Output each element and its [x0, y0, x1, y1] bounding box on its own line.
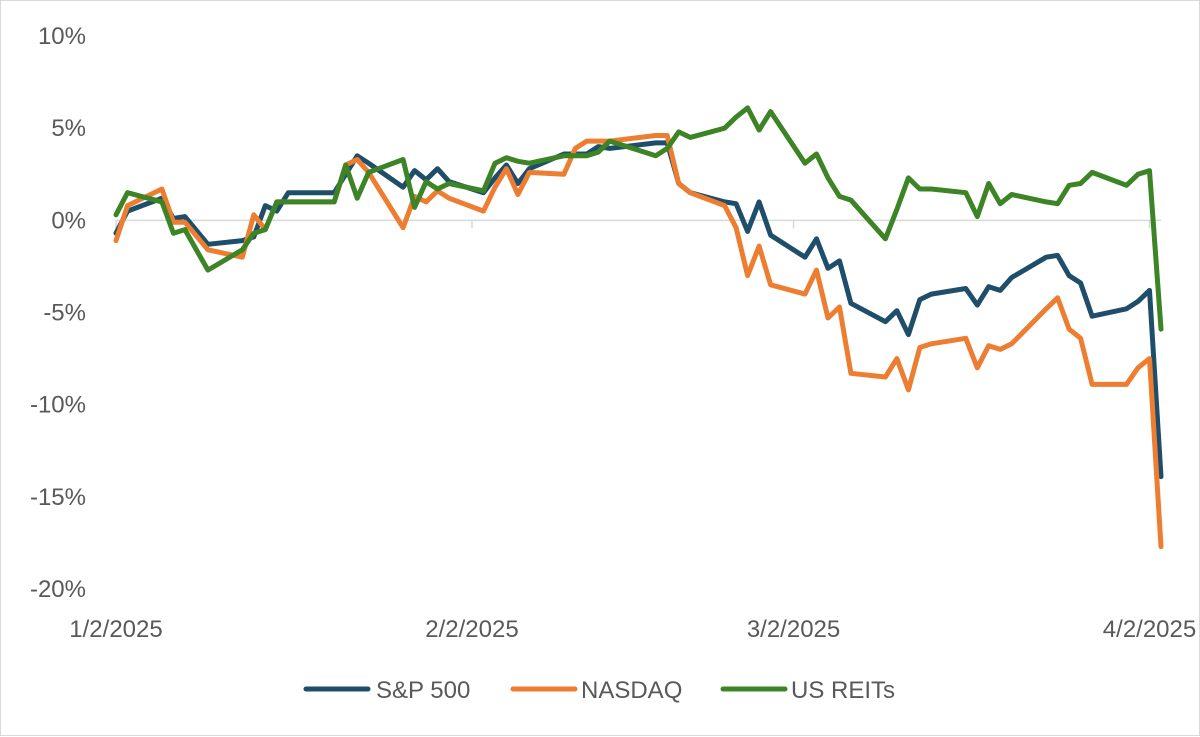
y-axis-ticks: 10% 5% 0% -5% -10% -15% -20% [30, 23, 86, 603]
series-lines [113, 105, 1164, 550]
series-line-nasdaq [113, 133, 1164, 550]
y-tick-label: -5% [43, 300, 86, 327]
x-axis-ticks: 1/2/2025 2/2/2025 3/2/2025 4/2/2025 [69, 220, 1196, 643]
legend-label: US REITs [791, 677, 895, 704]
series-line-us-reits [113, 105, 1164, 332]
y-tick-label: 10% [38, 23, 86, 50]
legend: S&P 500 NASDAQ US REITs [303, 677, 895, 704]
y-tick-label: -20% [30, 576, 86, 603]
y-tick-label: -10% [30, 392, 86, 419]
x-tick-label: 2/2/2025 [425, 616, 518, 643]
y-tick-label: 5% [51, 115, 86, 142]
x-tick-label: 4/2/2025 [1103, 616, 1196, 643]
y-tick-label: 0% [51, 207, 86, 234]
y-tick-label: -15% [30, 484, 86, 511]
series-line-s-p-500 [113, 140, 1164, 480]
x-tick-label: 3/2/2025 [747, 616, 840, 643]
x-tick-label: 1/2/2025 [69, 616, 162, 643]
legend-label: NASDAQ [581, 677, 682, 704]
legend-label: S&P 500 [376, 677, 470, 704]
